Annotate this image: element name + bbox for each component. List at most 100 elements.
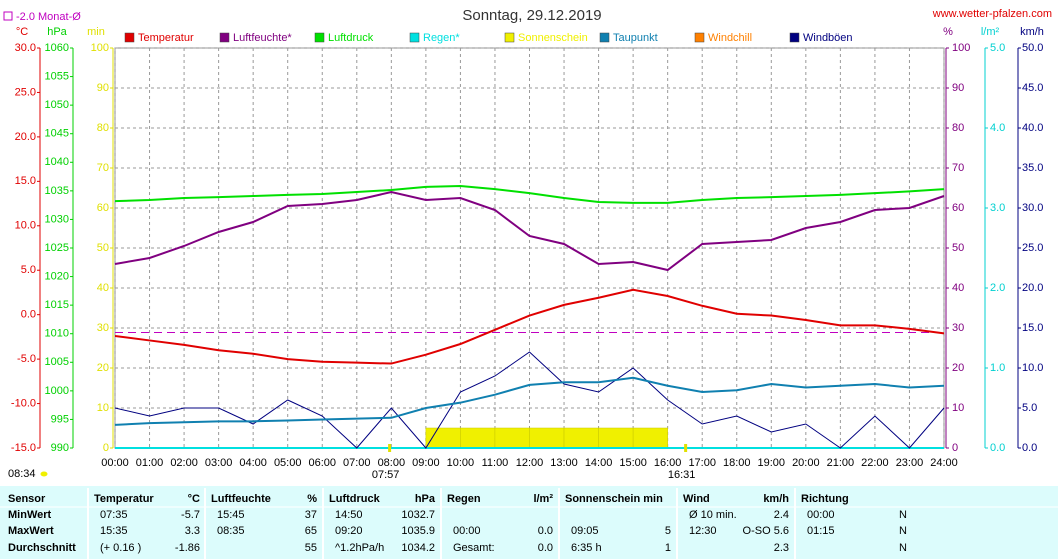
y-tick-label: 990 [51, 442, 69, 454]
chart-title: Sonntag, 29.12.2019 [462, 7, 601, 24]
legend-label: Regen* [423, 32, 460, 44]
x-tick-label: 09:00 [412, 457, 440, 469]
series-line [114, 184, 945, 204]
legend-label: Windchill [708, 32, 752, 44]
table-cell: 14:50 [335, 509, 363, 521]
x-tick-label: 04:00 [239, 457, 267, 469]
table-cell: 1032.7 [401, 509, 435, 521]
y-tick-label: 10.0 [15, 220, 36, 232]
legend-swatch [504, 32, 515, 43]
axis-unit: km/h [1020, 26, 1044, 38]
legend-swatch [219, 32, 230, 43]
x-tick-label: 12:00 [516, 457, 544, 469]
table-header: Sonnenschein min [565, 493, 663, 505]
axis-unit: °C [16, 26, 28, 38]
table-background [0, 486, 1058, 559]
x-tick-label: 11:00 [482, 457, 509, 469]
day-length: 08:34 [8, 468, 36, 480]
table-cell: N [899, 525, 907, 537]
table-cell: (+ 0.16 ) [100, 542, 141, 554]
table-cell: 65 [305, 525, 317, 537]
y-tick-label: 4.0 [990, 122, 1005, 134]
y-tick-label: 3.0 [990, 202, 1005, 214]
table-header: Richtung [801, 493, 849, 505]
y-tick-label: 30 [97, 322, 109, 334]
y-tick-label: 50.0 [1022, 42, 1043, 54]
y-tick-label: 5.0 [1022, 402, 1037, 414]
x-tick-label: 10:00 [447, 457, 475, 469]
y-tick-label: 30.0 [1022, 202, 1043, 214]
legend-label: Sonnenschein [518, 32, 588, 44]
table-cell: 55 [305, 542, 317, 554]
table-cell: 2.3 [774, 542, 789, 554]
y-tick-label: 10 [952, 402, 964, 414]
axis-unit: l/m² [981, 26, 1000, 38]
table-cell: 5 [665, 525, 671, 537]
y-tick-label: 25.0 [1022, 242, 1043, 254]
axis-unit: hPa [47, 26, 67, 38]
x-tick-label: 01:00 [136, 457, 164, 469]
table-cell: N [899, 542, 907, 554]
y-tick-label: 2.0 [990, 282, 1005, 294]
table-header: hPa [415, 493, 436, 505]
x-tick-label: 20:00 [792, 457, 820, 469]
y-tick-label: 0 [952, 442, 958, 454]
y-tick-label: 1030 [45, 213, 69, 225]
x-tick-label: 05:00 [274, 457, 302, 469]
month-avg-label: -2.0 Monat-Ø [16, 11, 81, 23]
y-tick-label: 30.0 [15, 42, 36, 54]
y-tick-label: 40.0 [1022, 122, 1043, 134]
y-tick-label: 15.0 [15, 175, 36, 187]
sunshine-bar [563, 427, 599, 449]
y-tick-label: 1025 [45, 242, 69, 254]
legend-label: Taupunkt [613, 32, 658, 44]
table-cell: Ø 10 min. [689, 509, 737, 521]
table-cell: Gesamt: [453, 542, 495, 554]
table-cell: 00:00 [453, 525, 481, 537]
y-tick-label: 5.0 [990, 42, 1005, 54]
table-cell: 6:35 h [571, 542, 602, 554]
y-tick-label: 100 [91, 42, 109, 54]
y-tick-label: 20.0 [15, 131, 36, 143]
series-line [114, 288, 945, 365]
y-tick-label: 0.0 [21, 309, 36, 321]
x-tick-label: 23:00 [896, 457, 924, 469]
x-tick-label: 16:00 [654, 457, 682, 469]
sunshine-bar [460, 427, 496, 449]
y-tick-label: 1035 [45, 185, 69, 197]
table-cell: 09:20 [335, 525, 363, 537]
legend-swatch [314, 32, 325, 43]
y-tick-label: -10.0 [11, 397, 36, 409]
x-tick-label: 00:00 [101, 457, 129, 469]
series-line [114, 351, 945, 449]
x-tick-label: 08:00 [378, 457, 406, 469]
table-row-label: MaxWert [8, 525, 54, 537]
y-tick-label: 15.0 [1022, 322, 1043, 334]
y-tick-label: 60 [97, 202, 109, 214]
sun-time: 16:31 [668, 469, 696, 481]
table-header: l/m² [533, 493, 553, 505]
table-cell: 12:30 [689, 525, 717, 537]
y-tick-label: 20 [952, 362, 964, 374]
y-tick-label: 70 [952, 162, 964, 174]
y-tick-label: 60 [952, 202, 964, 214]
x-tick-label: 22:00 [861, 457, 889, 469]
axis-unit: % [943, 26, 953, 38]
legend-swatch [694, 32, 705, 43]
table-cell: O-SO 5.6 [743, 525, 789, 537]
y-tick-label: 40 [952, 282, 964, 294]
x-tick-label: 02:00 [170, 457, 198, 469]
y-tick-label: 70 [97, 162, 109, 174]
x-tick-label: 19:00 [758, 457, 786, 469]
x-tick-label: 14:00 [585, 457, 613, 469]
y-tick-label: 1010 [45, 328, 69, 340]
sunshine-bar [529, 427, 565, 449]
y-tick-label: 100 [952, 42, 970, 54]
table-cell: 15:45 [217, 509, 245, 521]
y-tick-label: 995 [51, 413, 69, 425]
table-cell: 07:35 [100, 509, 128, 521]
month-avg-icon [3, 11, 13, 21]
table-header: Luftdruck [329, 493, 381, 505]
x-tick-label: 03:00 [205, 457, 233, 469]
